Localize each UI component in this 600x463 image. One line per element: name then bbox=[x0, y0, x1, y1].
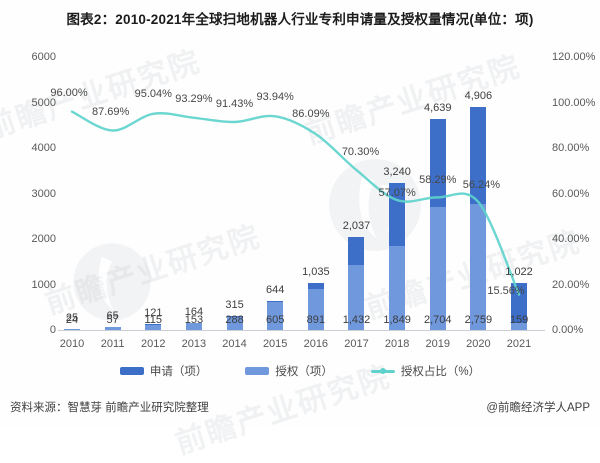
application-value-label: 164 bbox=[184, 305, 204, 318]
x-axis-label: 2017 bbox=[344, 338, 369, 350]
right-axis-tick: 120.00% bbox=[552, 51, 596, 63]
legend-label-ratio: 授权占比（%） bbox=[400, 366, 481, 378]
ratio-value-label: 93.94% bbox=[256, 91, 294, 104]
grant-value-label: 57 bbox=[106, 314, 119, 326]
grant-bar bbox=[226, 316, 243, 330]
right-axis-tick: 60.00% bbox=[552, 187, 590, 200]
ratio-value-label: 57.07% bbox=[378, 187, 416, 200]
application-value-label: 121 bbox=[144, 307, 163, 320]
x-axis-label: 2013 bbox=[181, 338, 207, 350]
right-axis-tick: 100.00% bbox=[552, 96, 596, 109]
x-axis-label: 2021 bbox=[506, 338, 532, 350]
grant-value-label: 1,849 bbox=[383, 314, 411, 326]
ratio-value-label: 87.69% bbox=[91, 105, 130, 118]
left-axis-tick: 5000 bbox=[31, 96, 56, 109]
legend: 申请（项） 授权（项） 授权占比（%） bbox=[0, 363, 600, 379]
left-axis-tick: 1000 bbox=[31, 278, 56, 291]
legend-item-grant: 授权（项） bbox=[245, 363, 333, 379]
grant-value-label: 153 bbox=[184, 314, 204, 326]
grant-value-label: 115 bbox=[144, 314, 163, 326]
grant-bar bbox=[145, 324, 162, 330]
x-axis-label: 2019 bbox=[425, 338, 450, 350]
axes: 6000 5000 4000 3000 2000 1000 0 120.00% 100.00% 8… bbox=[31, 51, 596, 350]
left-axis-tick: 0 bbox=[49, 324, 56, 336]
left-axis-tick: 6000 bbox=[31, 51, 56, 63]
ratio-swatch bbox=[370, 368, 395, 374]
x-axis-label: 2012 bbox=[141, 338, 166, 350]
application-value-label: 65 bbox=[106, 310, 119, 323]
grant-value-label: 159 bbox=[509, 314, 529, 326]
application-value-label: 2,037 bbox=[342, 220, 371, 233]
ratio-value-label: 86.09% bbox=[292, 108, 330, 121]
ratio-value-label: 96.00% bbox=[50, 86, 88, 99]
left-axis-tick: 2000 bbox=[31, 233, 56, 245]
grant-value-label: 605 bbox=[266, 314, 285, 326]
application-value-label: 315 bbox=[225, 298, 244, 311]
grant-value-label: 288 bbox=[225, 314, 244, 326]
application-value-label: 4,639 bbox=[423, 101, 452, 114]
footer-source: 资料来源：智慧芽 前瞻产业研究院整理 bbox=[10, 402, 209, 414]
grant-bar bbox=[64, 328, 80, 330]
left-axis-tick: 4000 bbox=[31, 142, 56, 154]
application-value-label: 1,035 bbox=[302, 265, 330, 278]
right-axis-tick: 0.00% bbox=[552, 324, 584, 336]
legend-item-ratio: 授权占比（%） bbox=[370, 363, 481, 379]
x-axis-label: 2015 bbox=[262, 338, 288, 350]
grant-value-label: 2,704 bbox=[423, 314, 452, 326]
legend-label-grant: 授权（项） bbox=[275, 366, 333, 378]
grant-value-label: 2,759 bbox=[464, 314, 493, 326]
grant-bar bbox=[267, 302, 284, 330]
right-axis-tick: 20.00% bbox=[552, 278, 590, 291]
footer-credit: @前瞻经济学人APP bbox=[486, 402, 590, 414]
grant-bar bbox=[185, 323, 202, 330]
grant-bar bbox=[104, 327, 121, 330]
ratio-value-label: 15.56% bbox=[487, 284, 525, 297]
x-axis-label: 2016 bbox=[303, 338, 329, 350]
ratio-value-label: 70.30% bbox=[341, 146, 380, 159]
ratio-value-label: 91.43% bbox=[215, 97, 254, 110]
data-labels: 25 24 65 57 121 115 164 153 315 288 644 605 1,035 891… bbox=[50, 86, 533, 326]
x-axis-label: 2020 bbox=[466, 338, 491, 350]
right-axis-tick: 80.00% bbox=[552, 142, 590, 154]
application-value-label: 25 bbox=[65, 311, 79, 324]
ratio-value-label: 93.29% bbox=[175, 92, 213, 105]
left-axis-tick: 3000 bbox=[31, 187, 56, 200]
ratio-value-label: 95.04% bbox=[134, 87, 172, 100]
right-axis-tick: 40.00% bbox=[552, 233, 590, 245]
x-axis-label: 2010 bbox=[59, 338, 85, 350]
x-axis-line bbox=[58, 330, 545, 331]
x-axis-label: 2018 bbox=[384, 338, 410, 350]
ratio-value-label: 56.24% bbox=[462, 179, 501, 192]
grant-value-label: 891 bbox=[306, 314, 325, 326]
chart-title: 图表2：2010-2021年全球扫地机器人行业专利申请量及授权量情况(单位：项) bbox=[66, 12, 534, 27]
application-value-label: 4,906 bbox=[464, 89, 493, 102]
grant-swatch bbox=[245, 367, 270, 375]
grant-bar bbox=[511, 322, 528, 330]
application-value-label: 644 bbox=[266, 283, 285, 296]
chart-image: 前瞻产业研究院 前瞻产业研究院 前瞻产业研究院 前瞻产业研究院 前瞻产业研究院 … bbox=[0, 12, 600, 461]
legend-label-application: 申请（项） bbox=[149, 366, 208, 378]
application-swatch bbox=[119, 367, 144, 375]
grant-bar bbox=[307, 289, 324, 330]
x-axis-label: 2014 bbox=[222, 338, 247, 350]
grant-value-label: 1,432 bbox=[342, 314, 371, 326]
x-axis-label: 2011 bbox=[100, 338, 125, 350]
grant-value-label: 24 bbox=[65, 314, 79, 326]
application-value-label: 1,022 bbox=[505, 266, 533, 279]
legend-item-application: 申请（项） bbox=[119, 363, 208, 379]
